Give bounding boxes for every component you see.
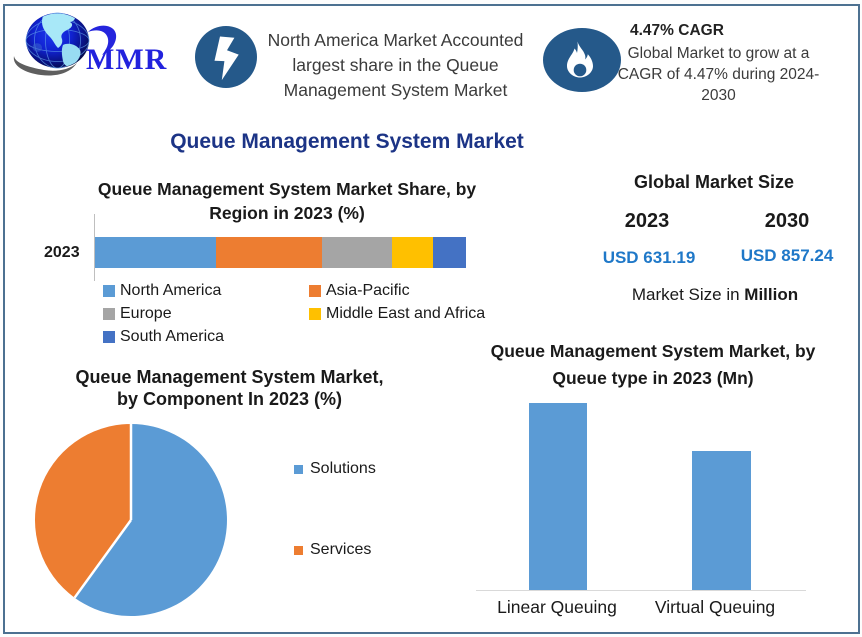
svg-text:MMR: MMR — [86, 43, 167, 76]
